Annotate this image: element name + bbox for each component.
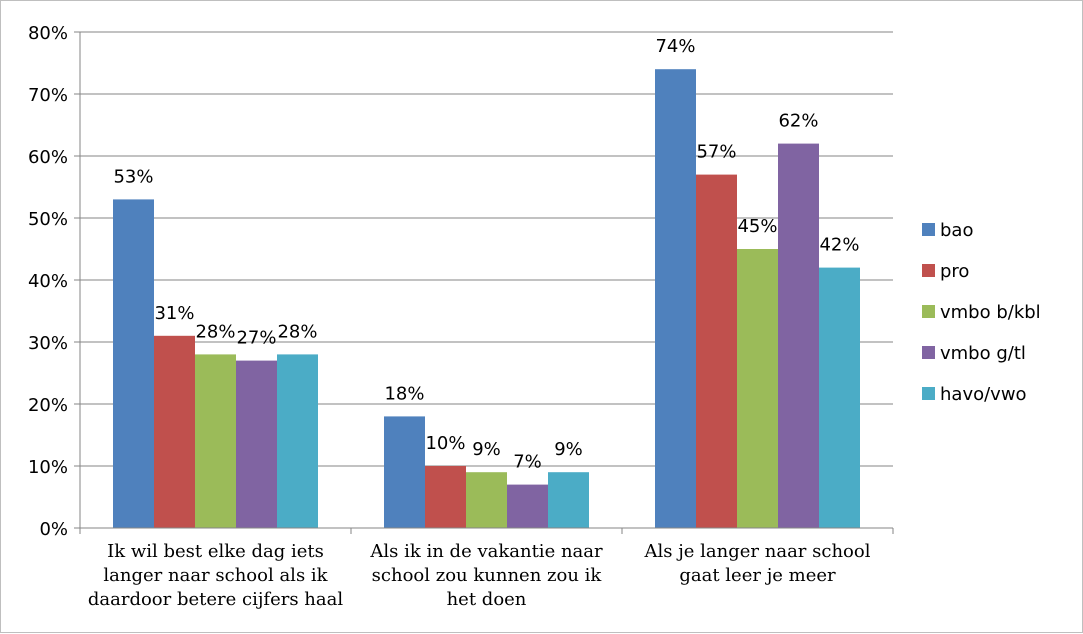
y-axis: 0% 10% 20% 30% 40% 50% 60% 70% 80% <box>28 23 81 540</box>
bar <box>277 354 318 528</box>
x-category-label-line: Ik wil best elke dag iets <box>107 541 324 562</box>
data-label: 28% <box>195 321 235 342</box>
x-category-label-line: het doen <box>447 589 527 610</box>
legend-label: vmbo b/kbl <box>940 302 1041 323</box>
x-category-label-line: Als je langer naar school <box>644 541 871 562</box>
data-label: 42% <box>819 235 859 256</box>
y-tick-label: 60% <box>28 147 68 168</box>
bar <box>236 360 277 528</box>
bar <box>113 199 154 528</box>
data-label: 74% <box>655 36 695 57</box>
data-label: 62% <box>778 111 818 132</box>
x-category-label: Als ik in de vakantie naar school zou kun… <box>369 541 603 610</box>
x-category-label-line: gaat leer je meer <box>679 565 836 586</box>
y-tick-label: 20% <box>28 395 68 416</box>
x-category-label-line: daardoor betere cijfers haal <box>88 589 344 610</box>
data-label: 45% <box>737 216 777 237</box>
bar <box>548 472 589 528</box>
bar <box>696 174 737 528</box>
data-label: 31% <box>154 303 194 324</box>
legend-label: pro <box>940 261 969 282</box>
legend: bao pro vmbo b/kbl vmbo g/tl havo/vwo <box>922 220 1041 405</box>
y-tick-label: 0% <box>39 519 68 540</box>
bars <box>113 69 860 528</box>
x-category-label: Als je langer naar school gaat leer je me… <box>644 541 871 586</box>
data-label: 7% <box>513 452 542 473</box>
data-label: 10% <box>425 433 465 454</box>
data-labels: 53% 18% 74% 31% 10% 57% 28% 9% 45% 27% 7% 62% 28% 9% 4… <box>113 36 859 472</box>
data-label: 9% <box>554 439 583 460</box>
legend-swatch <box>922 264 935 277</box>
legend-swatch <box>922 346 935 359</box>
legend-swatch <box>922 223 935 236</box>
legend-swatch <box>922 387 935 400</box>
bar <box>425 466 466 528</box>
bar <box>819 267 860 528</box>
legend-label: vmbo g/tl <box>940 343 1026 364</box>
data-label: 9% <box>472 439 501 460</box>
data-label: 57% <box>696 142 736 163</box>
y-tick-label: 10% <box>28 457 68 478</box>
x-category-label-line: Als ik in de vakantie naar <box>369 541 603 562</box>
x-category-label-line: school zou kunnen zou ik <box>372 565 603 586</box>
x-axis: Ik wil best elke dag iets langer naar sch… <box>79 527 894 610</box>
y-tick-label: 80% <box>28 23 68 44</box>
legend-label: havo/vwo <box>940 384 1027 405</box>
data-label: 18% <box>384 383 424 404</box>
bar <box>737 249 778 528</box>
y-tick-label: 40% <box>28 271 68 292</box>
bar <box>655 69 696 528</box>
bar <box>466 472 507 528</box>
data-label: 27% <box>236 328 276 349</box>
legend-label: bao <box>940 220 973 241</box>
bar <box>384 416 425 528</box>
bar <box>507 484 548 528</box>
data-label: 53% <box>113 166 153 187</box>
bar <box>154 335 195 528</box>
y-tick-label: 50% <box>28 209 68 230</box>
bar <box>778 143 819 528</box>
x-category-label: Ik wil best elke dag iets langer naar sch… <box>88 541 344 610</box>
y-tick-label: 70% <box>28 85 68 106</box>
y-tick-label: 30% <box>28 333 68 354</box>
bar <box>195 354 236 528</box>
legend-swatch <box>922 305 935 318</box>
x-category-label-line: langer naar school als ik <box>103 565 328 586</box>
data-label: 28% <box>277 321 317 342</box>
